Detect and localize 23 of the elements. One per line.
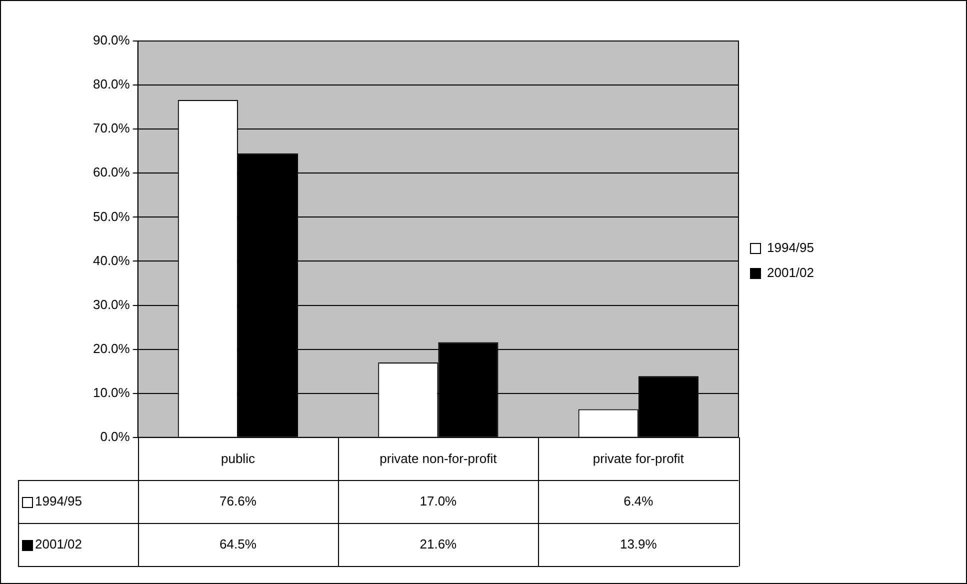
data-label: 6.4% [624, 493, 654, 508]
data-label: 21.6% [420, 536, 458, 552]
x-tick-label: public [220, 450, 256, 466]
y-tick-label: 70.0% [92, 120, 130, 136]
y-tick-label: 0.0% [100, 428, 130, 444]
y-tick-label: 60.0% [92, 164, 130, 180]
y-tick-label: 80.0% [92, 76, 130, 92]
data-label: 13.9% [620, 536, 658, 552]
legend-label: 1994/95 [35, 493, 82, 508]
y-tick-label: 30.0% [92, 296, 130, 312]
text: 2001/02 [35, 536, 82, 552]
x-tick-label: private non-for-profit [380, 450, 498, 466]
text: 1994/95 [767, 240, 814, 256]
data-label: 17.0% [420, 493, 458, 508]
y-tick-label: 40.0% [92, 252, 130, 268]
data-label: 64.5% [220, 536, 257, 552]
y-tick-label: 50.0% [92, 208, 130, 224]
data-label: 76.6% [220, 493, 257, 508]
x-tick-label: private for-profit [592, 450, 684, 466]
legend-label: 2001/02 [767, 265, 814, 280]
y-tick-label: 10.0% [92, 384, 130, 400]
y-tick-label: 20.0% [92, 340, 130, 356]
y-tick-label: 90.0% [92, 32, 130, 48]
